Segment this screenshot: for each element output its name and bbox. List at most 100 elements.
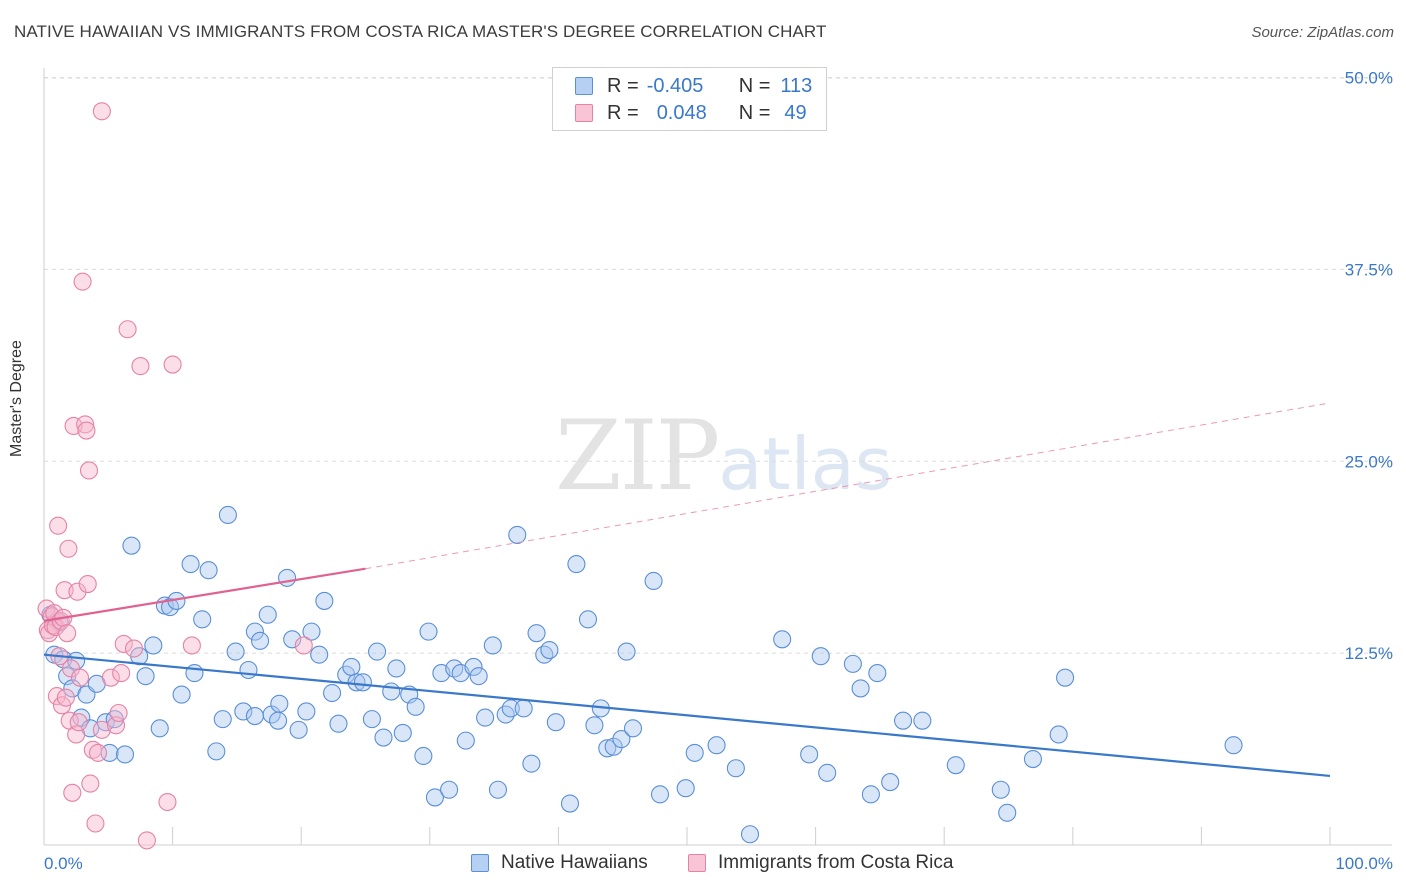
native-hawaiian-point [740,825,760,844]
native-hawaiian-point [115,745,135,764]
native-hawaiian-point [226,642,245,661]
bottom-legend-costa-rica: Immigrants from Costa Rica [688,852,953,874]
native-hawaiian-point [522,754,541,773]
bottom-legend-label: Immigrants from Costa Rica [718,852,954,873]
costa-rica-point [58,624,77,643]
native-hawaiian-point [567,555,586,574]
native-hawaiian-point [283,630,302,649]
costa-rica-point [131,357,150,376]
costa-rica-point [77,421,96,440]
legend-r-value: 0.048 [656,101,707,124]
costa-rica-point [182,636,201,655]
native-hawaiian-point [488,780,508,799]
watermark-zip: ZIP [555,400,720,512]
native-hawaiian-point [540,641,559,660]
costa-rica-point [112,664,131,683]
native-hawaiian-point [181,555,200,574]
native-hawaiian-point [946,756,965,775]
native-hawaiian-point [323,683,342,703]
native-hawaiian-point [726,759,745,778]
native-hawaiian-point [245,622,264,641]
costa-rica-point [83,740,102,759]
costa-rica-point [88,743,108,762]
legend-row-native-hawaiians: R = -0.405 N = 113 [553,73,812,99]
native-hawaiian-point [289,720,308,739]
native-hawaiian-point [245,707,264,726]
native-hawaiian-point [122,536,141,555]
costa-rica-point [78,574,97,594]
y-tick-label: 37.5% [1345,260,1393,279]
costa-rica-point [79,461,99,480]
native-hawaiian-point [393,723,412,742]
native-hawaiian-point [483,636,502,655]
native-hawaiian-point [578,610,598,629]
costa-rica-points [37,102,313,850]
native-hawaiian-point [800,745,819,764]
costa-rica-point [81,774,100,793]
native-hawaiian-point [1056,668,1075,687]
native-hawaiian-point [707,736,726,755]
native-hawaiian-point [342,657,361,676]
bottom-legend-native-hawaiians: Native Hawaiians [471,852,648,874]
costa-rica-point [92,102,111,121]
costa-rica-point [294,636,313,655]
native-hawaiian-point [218,505,237,525]
native-hawaiian-point [258,605,277,624]
costa-rica-point [118,320,137,339]
costa-rica-point [68,582,87,601]
bottom-legend-swatch-blue [471,854,489,872]
native-hawaiian-point [676,779,695,798]
x-tick-label-min: 0.0% [44,854,83,873]
native-hawaiian-point [172,685,191,704]
native-hawaiian-point [239,660,258,680]
costa-rica-trendline [43,567,366,622]
costa-rica-point [70,668,90,687]
native-hawaiian-trendline [43,653,1331,778]
costa-rica-point [163,355,182,374]
chart-title: NATIVE HAWAIIAN VS IMMIGRANTS FROM COSTA… [14,22,827,41]
bottom-legend-swatch-pink [688,854,706,872]
native-hawaiian-point [374,728,393,747]
bottom-legend-label: Native Hawaiians [501,852,648,873]
native-hawaiian-point [302,622,321,641]
native-hawaiian-point [270,694,289,713]
costa-rica-point [101,668,120,687]
native-hawaiian-point [685,743,704,762]
native-hawaiian-point [382,682,401,701]
costa-rica-point [158,792,177,812]
native-hawaiian-point [297,702,316,721]
native-hawaiian-point [315,591,334,610]
native-hawaiian-point [476,708,495,727]
costa-rica-point [124,639,144,658]
native-hawaiian-point [425,788,444,807]
native-hawaiian-point [650,785,670,804]
native-hawaiian-point [514,699,533,718]
native-hawaiian-point [623,719,643,738]
costa-rica-point [109,703,128,723]
native-hawaiian-point [353,673,372,692]
costa-rica-point [92,720,111,739]
native-hawaiian-point [861,785,880,804]
native-hawaiian-point [851,679,870,698]
source-label: Source: ZipAtlas.com [1251,24,1394,41]
legend-swatch-pink [575,104,593,122]
costa-rica-point [59,539,78,558]
costa-rica-point [114,634,133,653]
native-hawaiian-point [250,631,270,650]
native-hawaiian-point [546,713,565,732]
native-hawaiian-point [811,647,830,666]
native-hawaiian-point [893,711,913,730]
native-hawaiian-point [144,636,163,655]
native-hawaiian-point [560,794,580,813]
costa-rica-point [137,831,156,850]
tick-labels: 12.5% 25.0% 37.5% 50.0% 0.0% 100.0% [44,69,1393,874]
costa-rica-point [86,814,105,833]
native-hawaiian-point [207,742,226,761]
legend-n-value: 113 [780,74,813,97]
costa-rica-point [69,713,88,732]
native-hawaiian-point [464,657,483,676]
grid-lines [44,77,1392,654]
costa-rica-trendline-extension [365,402,1331,570]
stats-legend: R = -0.405 N = 113 R = 0.048 N = 49 [552,67,827,131]
